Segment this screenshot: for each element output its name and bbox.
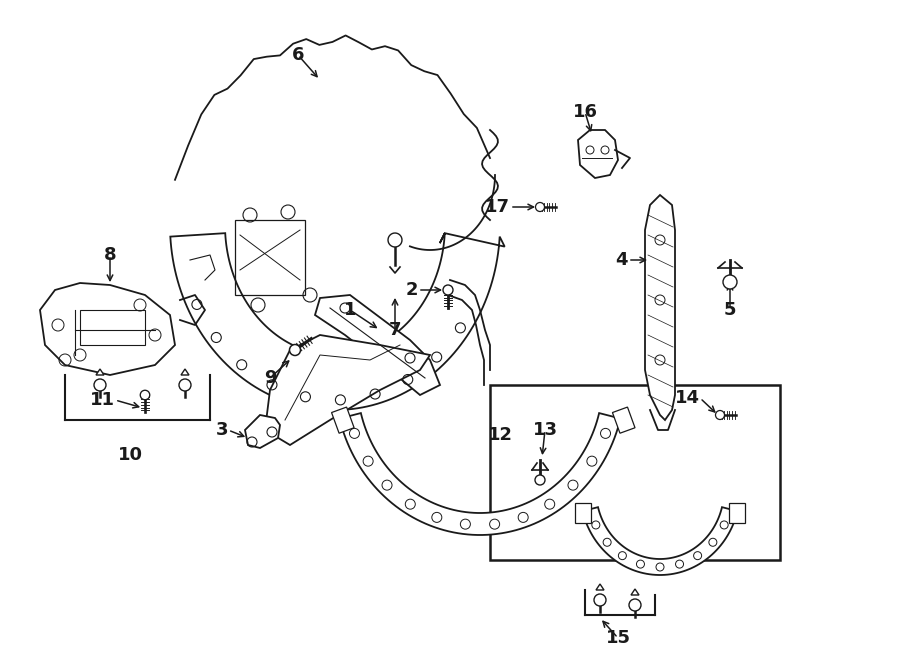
Polygon shape [578,130,618,178]
Circle shape [716,410,724,420]
FancyBboxPatch shape [730,503,745,523]
Circle shape [629,599,641,611]
Circle shape [536,202,544,212]
Polygon shape [596,584,604,590]
Polygon shape [631,589,639,595]
Polygon shape [265,335,430,445]
Circle shape [94,379,106,391]
Polygon shape [645,195,675,420]
Polygon shape [315,295,440,395]
Text: 13: 13 [533,421,557,439]
Polygon shape [582,507,737,575]
Text: 15: 15 [606,629,631,647]
Bar [80,310,145,345]
Polygon shape [245,415,280,448]
Polygon shape [170,233,505,410]
Text: 16: 16 [572,103,598,121]
Polygon shape [96,369,104,375]
Text: 3: 3 [215,421,228,439]
Bar [490,385,780,560]
Polygon shape [181,369,189,375]
Circle shape [723,275,737,289]
Text: 7: 7 [389,321,401,339]
Circle shape [594,594,606,606]
Polygon shape [388,233,402,247]
Bar [331,407,354,433]
Text: 6: 6 [292,46,304,64]
Text: 2: 2 [406,281,418,299]
Text: 12: 12 [488,426,512,444]
Text: 9: 9 [264,369,276,387]
Text: 1: 1 [344,301,356,319]
Circle shape [290,344,301,356]
Text: 5: 5 [724,301,736,319]
Text: 4: 4 [616,251,628,269]
Circle shape [179,379,191,391]
Text: 8: 8 [104,246,116,264]
Text: 14: 14 [675,389,700,407]
Bar [235,220,305,295]
Text: 10: 10 [118,446,142,464]
FancyBboxPatch shape [574,503,590,523]
Bar [612,407,635,433]
Polygon shape [40,283,175,375]
Text: 11: 11 [90,391,115,409]
Text: 17: 17 [485,198,510,216]
Circle shape [443,285,453,295]
Circle shape [140,390,149,400]
Circle shape [535,475,545,485]
Polygon shape [339,413,620,535]
